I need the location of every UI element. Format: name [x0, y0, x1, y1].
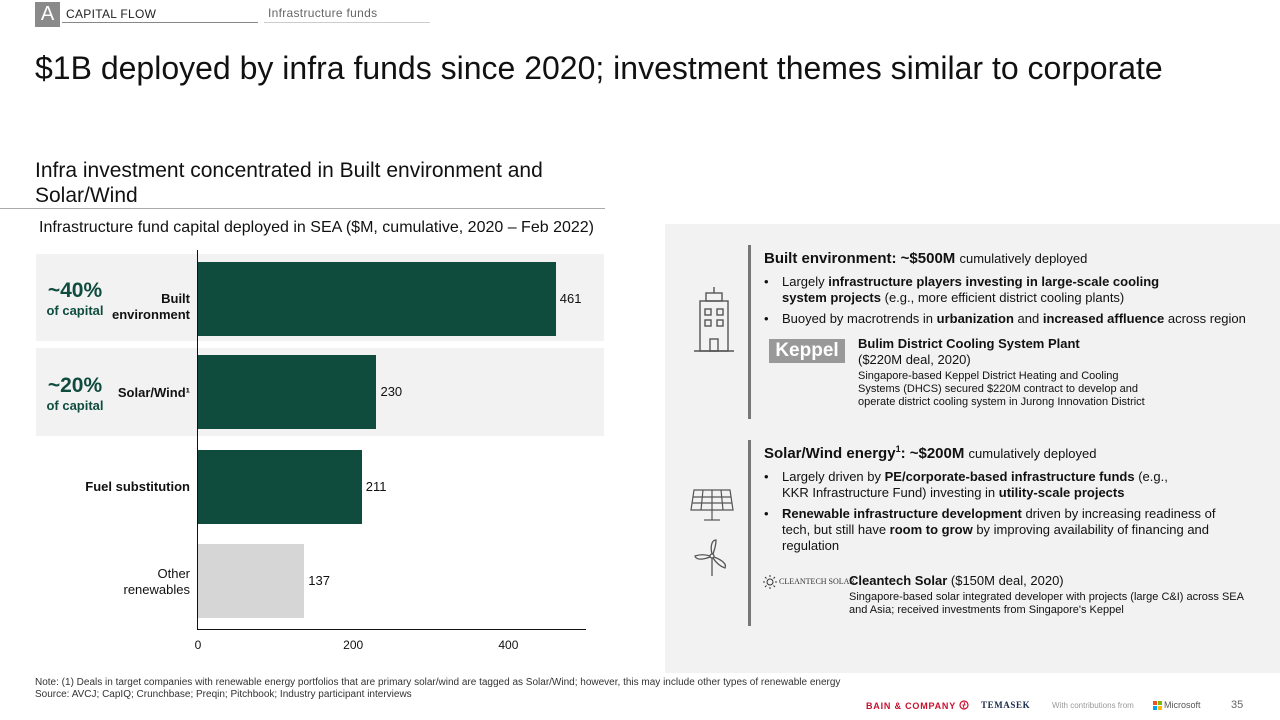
solar-section-bar [748, 440, 751, 626]
solar-title-bold-b: : ~$200M [900, 445, 965, 462]
bar-other-renewables [198, 544, 305, 618]
solar-deal-amount: ($150M deal, 2020) [950, 573, 1064, 588]
y-axis-line [197, 250, 198, 629]
solar-bullet-2-a: Renewable infrastructure development [782, 506, 1022, 521]
built-bullet-1-a: Largely [782, 274, 829, 289]
chart-title: Infrastructure fund capital deployed in … [39, 219, 594, 236]
bar-value-built: 461 [559, 291, 582, 306]
footnote-note: Note: (1) Deals in target companies with… [35, 677, 841, 688]
solar-deal: Cleantech Solar ($150M deal, 2020) [849, 573, 1064, 589]
highlight-built: ~40% of capital [36, 279, 114, 319]
subsection-tag: Infrastructure funds [268, 6, 378, 20]
solar-bullet-2-c: room to grow [889, 522, 973, 537]
built-deal: Bulim District Cooling System Plant ($22… [858, 336, 1080, 368]
built-bullet-1: Largely infrastructure players investing… [764, 274, 1184, 306]
solar-bullet-2-b: driven by increasing readiness of tech, … [782, 506, 1216, 537]
built-bullet-2-c: and [1013, 311, 1043, 326]
cleantech-sun-icon [763, 575, 777, 589]
solar-title-bold-a: Solar/Wind energy [764, 445, 896, 462]
highlight-solar-pct: ~20% [47, 374, 103, 397]
solar-bullet-1-a: Largely driven by [782, 469, 885, 484]
highlight-built-sub: of capital [46, 303, 104, 318]
built-bullet-2: Buoyed by macrotrends in urbanization an… [764, 311, 1264, 327]
left-heading-divider [0, 208, 605, 209]
x-axis-line [197, 629, 586, 630]
contributions-text: With contributions from [1052, 701, 1134, 710]
built-section-title: Built environment: ~$500M cumulatively d… [764, 250, 1087, 267]
temasek-logo: TEMASEK [981, 700, 1031, 710]
solar-title-rest: cumulatively deployed [968, 446, 1097, 461]
solar-bullet-1-d: utility-scale projects [998, 485, 1125, 500]
microsoft-logo-text: Microsoft [1164, 700, 1201, 710]
category-label-built: Built environment [111, 291, 190, 322]
solar-bullet-1: Largely driven by PE/corporate-based inf… [764, 469, 1184, 501]
building-icon [694, 287, 734, 358]
built-bullet-2-d: increased affluence [1042, 311, 1165, 326]
built-title-bold: Built environment: ~$500M [764, 250, 956, 267]
bar-value-other: 137 [308, 573, 330, 588]
section-letter-tag: A [35, 2, 60, 27]
cleantech-logo-text: CLEANTECH SOLAR [779, 576, 855, 586]
solar-panel-icon [690, 488, 734, 527]
highlight-solar: ~20% of capital [36, 374, 114, 414]
left-heading: Infra investment concentrated in Built e… [35, 159, 543, 207]
section-tag: CAPITAL FLOW [66, 7, 157, 21]
bar-built-environment [198, 262, 556, 336]
solar-bullet-1-c: (e.g., KKR Infrastructure Fund) investin… [782, 469, 1168, 500]
highlight-built-pct: ~40% [47, 279, 103, 302]
category-label-other: Other renewables [123, 566, 191, 597]
bar-solar-wind [198, 355, 377, 429]
microsoft-logo-icon [1153, 701, 1162, 710]
built-bullet-1-b: infrastructure players investing in larg… [782, 274, 1160, 305]
cleantech-solar-logo: CLEANTECH SOLAR [763, 575, 855, 589]
built-bullet-1-c: (e.g., more efficient district cooling p… [881, 290, 1125, 305]
bar-fuel-substitution [198, 450, 362, 524]
solar-bullet-2: Renewable infrastructure development dri… [764, 506, 1234, 554]
built-bullet-2-e: across region [1164, 311, 1246, 326]
category-label-fuel: Fuel substitution [85, 479, 190, 494]
bain-logo-icon [959, 700, 969, 710]
built-section-bar [748, 245, 751, 419]
category-label-solar: Solar/Wind¹ [117, 385, 190, 400]
highlight-solar-sub: of capital [46, 398, 104, 413]
subsection-tag-underline [264, 22, 430, 23]
solar-title-sup: 1 [895, 444, 901, 454]
bar-value-solar: 230 [380, 384, 403, 399]
x-tick-200: 200 [343, 638, 364, 652]
built-bullet-2-b: urbanization [936, 311, 1014, 326]
solar-section-title: Solar/Wind energy1: ~$200M cumulatively … [764, 444, 1096, 462]
footnote-source: Source: AVCJ; CapIQ; Crunchbase; Preqin;… [35, 689, 412, 700]
page-number: 35 [1231, 699, 1244, 711]
built-deal-name: Bulim District Cooling System Plant [858, 336, 1080, 351]
page-title: $1B deployed by infra funds since 2020; … [35, 50, 1163, 86]
built-title-rest: cumulatively deployed [959, 251, 1088, 266]
solar-deal-name: Cleantech Solar [849, 573, 948, 588]
solar-bullet-2-d: by improving availability of financing a… [782, 522, 1210, 553]
solar-bullet-1-b: PE/corporate-based infrastructure funds [884, 469, 1135, 484]
footnote: Note: (1) Deals in target companies with… [35, 677, 840, 701]
built-deal-amount: ($220M deal, 2020) [858, 352, 971, 367]
x-tick-400: 400 [498, 638, 519, 652]
bar-value-fuel: 211 [365, 479, 387, 494]
keppel-logo: Keppel [769, 339, 845, 363]
bain-logo: BAIN & COMPANY [866, 700, 969, 711]
bain-logo-text: BAIN & COMPANY [866, 701, 956, 711]
solar-deal-desc: Singapore-based solar integrated develop… [849, 591, 1244, 616]
built-deal-desc: Singapore-based Keppel District Heating … [858, 370, 1145, 408]
built-bullet-2-a: Buoyed by macrotrends in [782, 311, 937, 326]
x-tick-0: 0 [194, 638, 202, 652]
section-tag-underline [62, 22, 258, 23]
wind-turbine-icon [692, 538, 732, 583]
